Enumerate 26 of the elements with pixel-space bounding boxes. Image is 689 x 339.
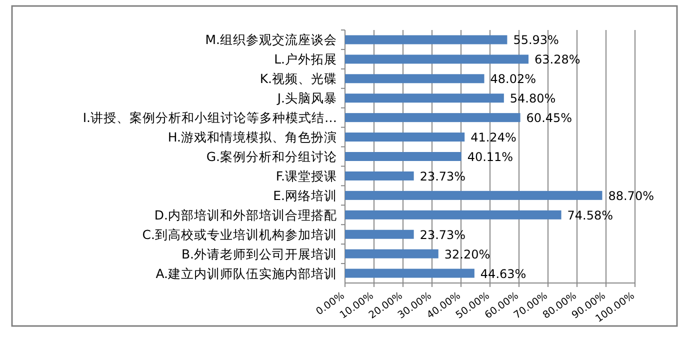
y-tick-label: I.讲授、案例分析和小组讨论等多种模式结… (82, 110, 337, 126)
data-label: 63.28% (534, 52, 580, 67)
data-label: 44.63% (480, 266, 526, 281)
data-label: 32.20% (444, 247, 490, 262)
data-label: 41.24% (470, 130, 516, 145)
y-tick-label: D.内部培训和外部培训合理搭配 (154, 207, 337, 222)
y-tick-label: H.游戏和情境模拟、角色扮演 (168, 130, 337, 145)
data-label: 88.70% (608, 188, 654, 203)
y-tick-label: G.案例分析和分组讨论 (206, 149, 337, 164)
data-label: 48.02% (490, 72, 536, 86)
data-label: 55.93% (513, 33, 559, 48)
y-tick-label: K.视频、光碟 (260, 71, 337, 86)
data-label: 23.73% (420, 228, 466, 242)
data-label: 60.45% (526, 111, 572, 126)
data-label: 23.73% (420, 169, 466, 184)
data-label: 74.58% (567, 208, 614, 222)
y-tick-label: B.外请老师到公司开展培训 (181, 246, 337, 262)
y-tick-label: M.组织参观交流座谈会 (205, 32, 337, 48)
data-label: 40.11% (467, 150, 514, 164)
y-tick-label: E.网络培训 (273, 188, 337, 203)
y-tick-label: F.课堂授课 (276, 168, 337, 184)
y-tick-label: J.头脑风暴 (276, 90, 337, 106)
y-tick-label: C.到高校或专业培训机构参加培训 (142, 226, 337, 242)
y-tick-label: L.户外拓展 (274, 52, 337, 67)
y-tick-label: A.建立内训师队伍实施内部培训 (156, 266, 337, 281)
data-label: 54.80% (510, 92, 556, 106)
